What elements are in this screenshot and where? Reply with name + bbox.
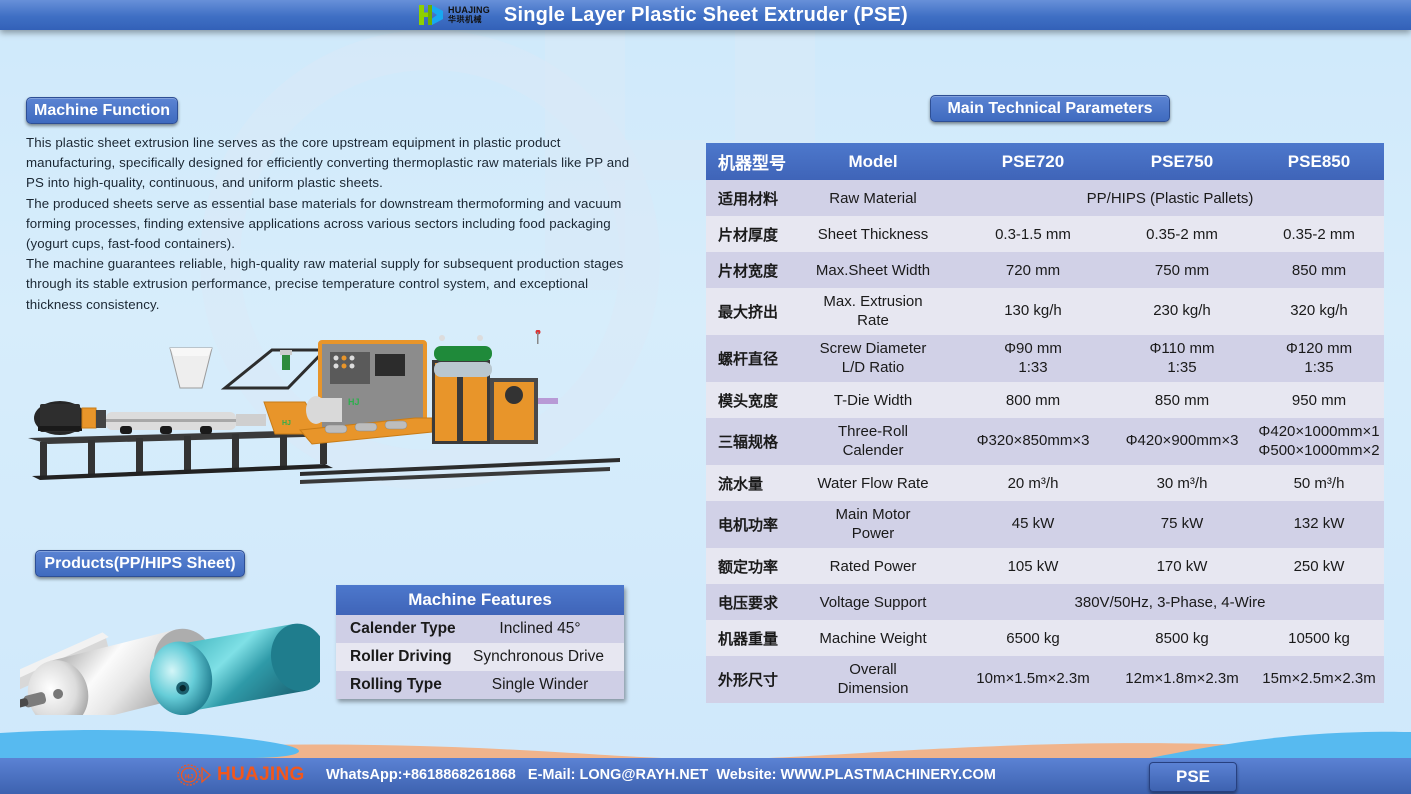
svg-text:HJ: HJ xyxy=(282,420,291,427)
svg-text:HJ: HJ xyxy=(185,774,194,781)
svg-text:HJ: HJ xyxy=(348,397,360,407)
